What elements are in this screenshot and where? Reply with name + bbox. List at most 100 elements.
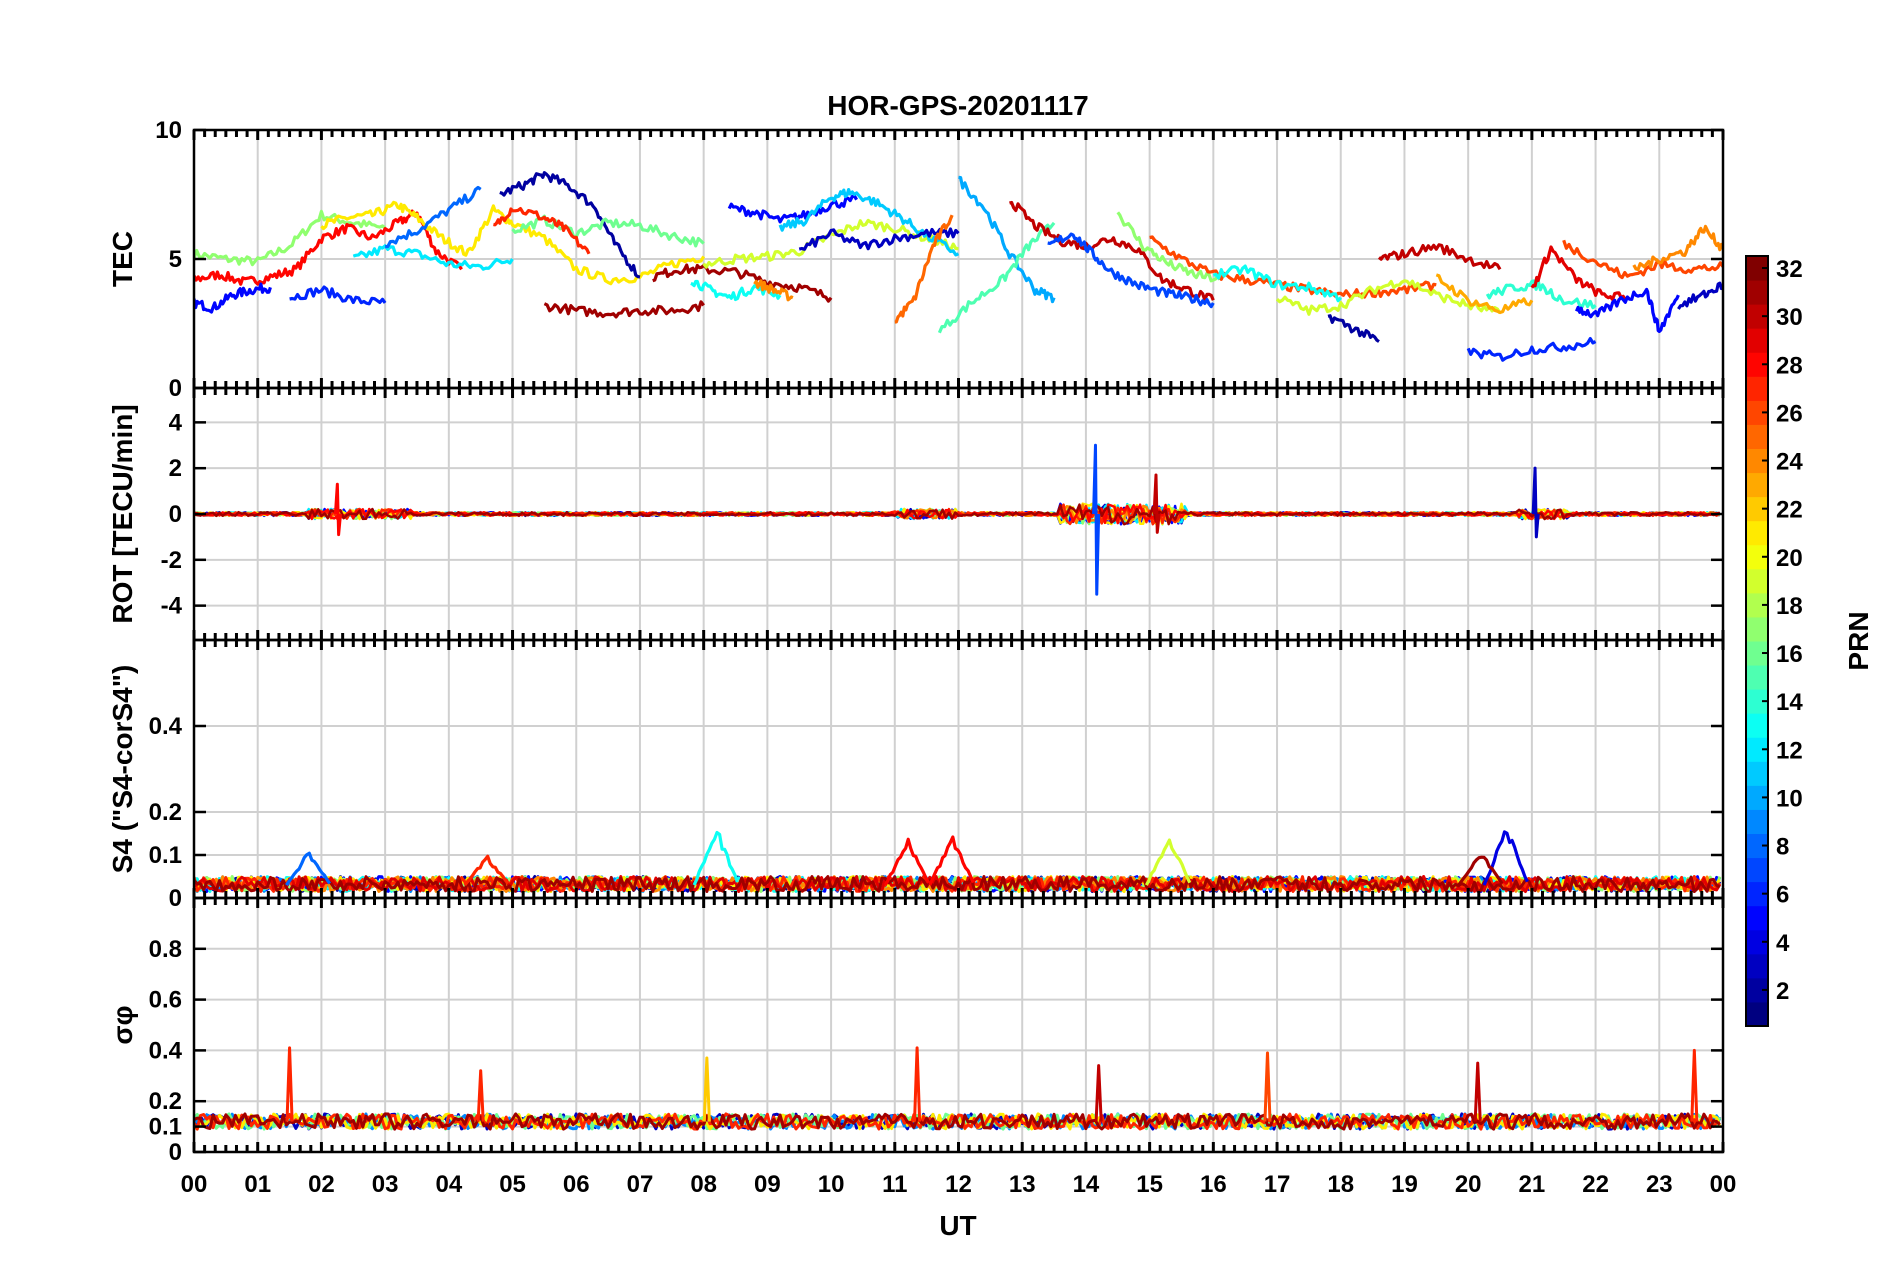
colorbar-swatch <box>1746 1001 1768 1027</box>
colorbar-swatch <box>1746 592 1768 618</box>
series-line-prn-25 <box>894 214 954 324</box>
series-line-prn-5 <box>1575 287 1680 333</box>
colorbar-tick-label: 28 <box>1776 352 1803 379</box>
series-line-prn-7 <box>1047 232 1215 309</box>
y-tick-label: 0.1 <box>149 1114 182 1141</box>
y-tick-label: 0 <box>169 885 182 912</box>
s4-peak-prn-19 <box>1144 838 1192 886</box>
chart-title: HOR-GPS-20201117 <box>827 90 1089 121</box>
x-tick-label: 21 <box>1519 1171 1546 1198</box>
rot-spike-prn-28 <box>333 482 343 537</box>
rot-noise-prn-31 <box>194 503 1721 526</box>
colorbar-swatch <box>1746 977 1768 1003</box>
colorbar-swatch <box>1746 737 1768 762</box>
rot-spike-prn-3 <box>1531 466 1540 539</box>
grid-s4 <box>194 640 1723 898</box>
series-line-prn-23 <box>1435 273 1534 315</box>
x-tick-label: 10 <box>818 1171 845 1198</box>
y-tick-label: 10 <box>155 117 182 144</box>
colorbar-swatch <box>1746 689 1768 714</box>
x-tick-label: 23 <box>1646 1171 1673 1198</box>
colorbar-swatch <box>1746 472 1768 498</box>
x-tick-label: 04 <box>435 1171 462 1198</box>
colorbar-swatch <box>1746 400 1768 425</box>
colorbar-tick-label: 10 <box>1776 785 1803 812</box>
panel-s4: 0 0.1 0.2 0.4 S4 ("S4-corS4") <box>107 638 1725 912</box>
series-line-prn-15 <box>937 221 1056 334</box>
x-tick-label: 14 <box>1073 1171 1100 1198</box>
y-tick-label: 0.2 <box>149 1088 182 1115</box>
y-tick-label: -4 <box>161 593 183 620</box>
series-line-prn-12 <box>352 244 514 271</box>
sigma-spike-prn-27 <box>476 1069 485 1122</box>
series-line-prn-30 <box>1009 200 1215 302</box>
colorbar-swatch <box>1746 761 1768 786</box>
series-line-prn-6 <box>1466 337 1597 362</box>
colorbar-tick-label: 26 <box>1776 400 1803 427</box>
series-line-prn-13 <box>690 279 782 302</box>
x-tick-label: 08 <box>690 1171 717 1198</box>
colorbar-tick-label: 22 <box>1776 497 1803 524</box>
y-tick-label: 0.6 <box>149 987 182 1014</box>
colorbar-tick-label: 24 <box>1776 449 1803 476</box>
y-tick-label: 5 <box>169 246 182 273</box>
series-line-prn-26 <box>1149 235 1437 300</box>
y-tick-label: 0.1 <box>149 842 182 869</box>
x-tick-label: 06 <box>563 1171 590 1198</box>
y-axis-label-tec: TEC <box>107 231 138 287</box>
panel-rot: -4 -2 0 2 4 ROT [TECU/min] <box>107 386 1725 642</box>
colorbar-swatch <box>1746 857 1768 883</box>
colorbar-tick-label: 18 <box>1776 593 1803 620</box>
sigma-spike-prn-27 <box>1690 1048 1699 1122</box>
colorbar-swatch <box>1746 929 1768 955</box>
grid-tec <box>194 130 1723 388</box>
series-line-prn-28 <box>194 209 463 286</box>
s4-peak-prn-27 <box>463 854 510 887</box>
series-line-prn-3 <box>1677 281 1723 310</box>
colorbar-swatch <box>1746 785 1768 810</box>
sigma-spike-prn-22 <box>702 1056 711 1122</box>
data-rot <box>194 443 1721 596</box>
series-line-prn-11 <box>778 188 960 257</box>
colorbar-swatch <box>1746 641 1768 666</box>
s4-peak-prn-28 <box>883 837 931 886</box>
x-tick-label: 09 <box>754 1171 781 1198</box>
y-tick-label: 0 <box>169 375 182 402</box>
panel-sigma_phi: 00.10.2 0.4 0.6 0.8 σφ <box>107 896 1725 1166</box>
colorbar-swatch <box>1746 544 1768 570</box>
series-line-prn-24 <box>1632 224 1723 272</box>
y-tick-label: 0 <box>169 501 182 528</box>
data-tec <box>194 171 1723 362</box>
x-tick-label: 00 <box>1710 1171 1737 1198</box>
sigma-spike-prn-30 <box>1094 1064 1103 1122</box>
colorbar-swatch <box>1746 616 1768 642</box>
series-line-prn-2 <box>499 171 641 279</box>
series-line-prn-24 <box>753 279 794 302</box>
series-line-prn-13 <box>1212 264 1342 303</box>
s4-noise-prn-31 <box>194 875 1721 893</box>
series-line-prn-17 <box>194 209 387 267</box>
colorbar-tick-label: 30 <box>1776 304 1803 331</box>
colorbar-tick-label: 4 <box>1776 930 1790 957</box>
x-tick-label: 13 <box>1009 1171 1036 1198</box>
colorbar-swatch <box>1746 376 1768 401</box>
colorbar-swatch <box>1746 424 1768 449</box>
x-tick-label: 02 <box>308 1171 335 1198</box>
colorbar-swatch <box>1746 665 1768 690</box>
colorbar-tick-label: 6 <box>1776 882 1789 909</box>
series-line-prn-30 <box>1377 243 1502 271</box>
x-tick-label: 05 <box>499 1171 526 1198</box>
colorbar-swatch <box>1746 568 1768 594</box>
colorbar-swatch <box>1746 256 1768 281</box>
colorbar-swatch <box>1746 953 1768 979</box>
series-line-prn-21 <box>320 200 706 286</box>
colorbar-tick-label: 8 <box>1776 834 1789 861</box>
series-line-prn-5 <box>727 194 858 224</box>
y-tick-label: 0 <box>169 1139 182 1166</box>
colorbar-swatch <box>1746 520 1768 546</box>
series-line-prn-29 <box>1530 245 1629 302</box>
s4-peak-prn-13 <box>692 830 739 886</box>
colorbar-swatch <box>1746 881 1768 907</box>
colorbar-tick-label: 14 <box>1776 689 1803 716</box>
